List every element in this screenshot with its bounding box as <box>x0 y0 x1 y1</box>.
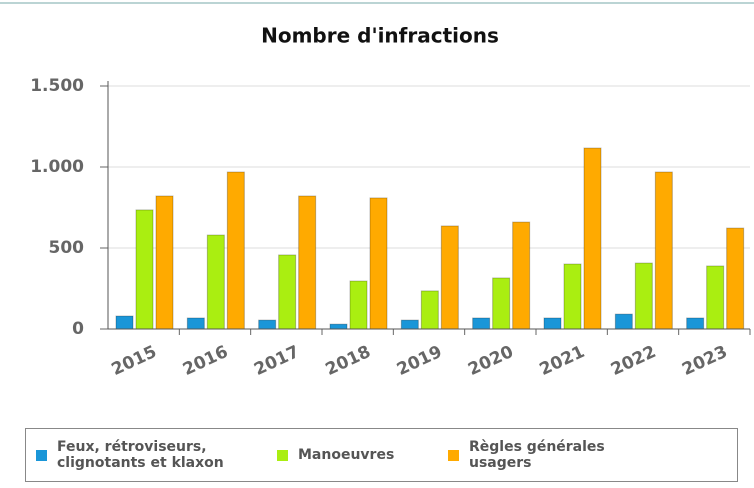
y-tick-label: 1.500 <box>30 76 84 96</box>
bar <box>115 315 134 330</box>
x-tick-label: 2021 <box>537 342 588 380</box>
bar <box>654 171 673 330</box>
bar <box>686 317 705 330</box>
bar <box>563 263 582 330</box>
legend-swatch <box>448 449 459 461</box>
x-tick-label: 2022 <box>608 342 659 380</box>
legend-swatch <box>36 449 47 461</box>
legend: Feux, rétroviseurs, clignotants et klaxo… <box>25 428 738 482</box>
bar <box>369 197 388 330</box>
bar <box>349 280 368 330</box>
bar <box>278 254 297 330</box>
y-tick-label: 1.000 <box>30 157 84 177</box>
bar <box>726 227 745 330</box>
y-tick-label: 0 <box>72 319 84 339</box>
bar <box>258 319 277 330</box>
legend-item: Feux, rétroviseurs, clignotants et klaxo… <box>36 439 267 471</box>
legend-item: Règles générales usagers <box>448 439 669 471</box>
bar <box>634 262 653 330</box>
bar <box>155 195 174 330</box>
x-tick-label: 2023 <box>679 342 730 380</box>
bar <box>400 319 419 330</box>
bar <box>206 234 225 330</box>
bar <box>440 225 459 330</box>
bar <box>492 277 511 330</box>
legend-label: Manoeuvres <box>298 447 395 463</box>
legend-swatch <box>277 449 288 461</box>
x-tick-label: 2018 <box>323 342 374 380</box>
bar <box>472 317 491 330</box>
bar <box>186 317 205 330</box>
bar <box>543 317 562 330</box>
bar <box>135 209 154 330</box>
y-tick-label: 500 <box>49 238 85 258</box>
x-tick-label: 2016 <box>180 342 231 380</box>
x-tick-label: 2017 <box>251 342 302 380</box>
chart: Nombre d'infractions 0 500 1.000 1.500 2015 2… <box>0 2 754 380</box>
bar <box>583 147 602 330</box>
legend-item: Manoeuvres <box>277 447 438 463</box>
bar <box>329 323 348 330</box>
legend-label: Feux, rétroviseurs, clignotants et klaxo… <box>57 439 224 471</box>
bar <box>298 195 317 330</box>
bar <box>614 313 633 330</box>
legend-label: Règles générales usagers <box>469 439 605 471</box>
bar <box>706 265 725 330</box>
x-tick-label: 2015 <box>109 342 160 380</box>
bar <box>512 221 531 330</box>
bar <box>420 290 439 330</box>
x-tick-label: 2020 <box>465 342 516 380</box>
chart-title: Nombre d'infractions <box>261 24 499 48</box>
bar <box>226 171 245 330</box>
x-tick-label: 2019 <box>394 342 445 380</box>
